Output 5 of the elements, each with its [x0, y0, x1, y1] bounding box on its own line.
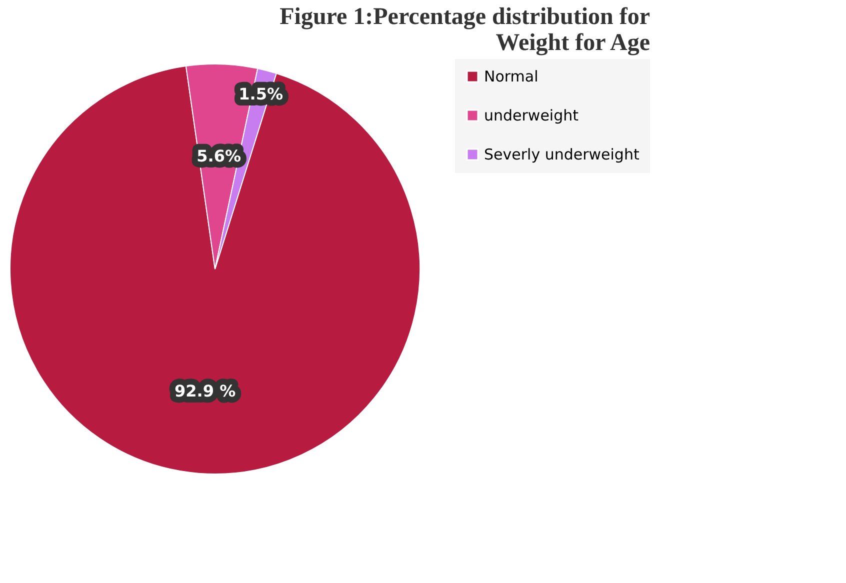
chart-title: Figure 1:Percentage distribution for Weight for Age — [280, 4, 650, 56]
pie-slice — [10, 66, 420, 474]
legend-label: Severly underweight — [484, 146, 640, 164]
legend-label: underweight — [484, 106, 579, 124]
legend-label: Normal — [484, 68, 538, 86]
